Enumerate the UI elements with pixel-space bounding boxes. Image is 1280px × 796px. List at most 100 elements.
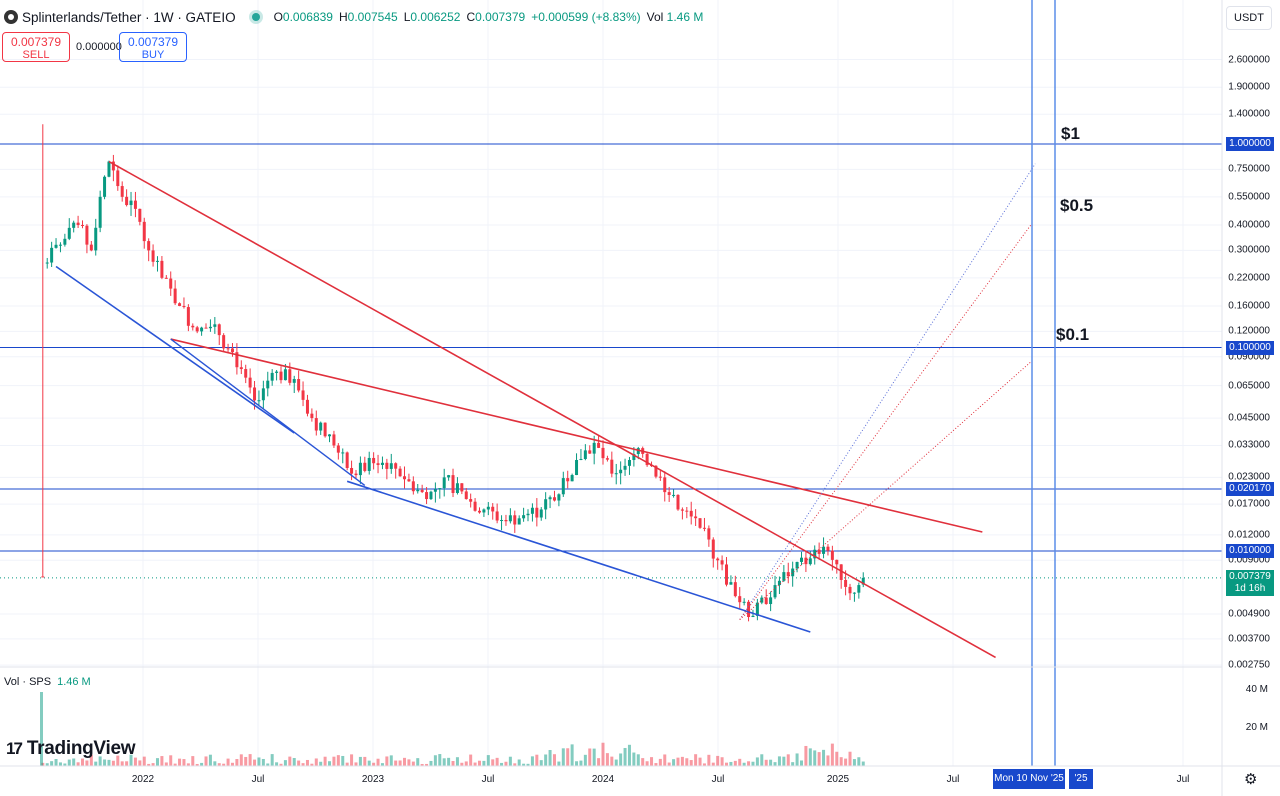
volume-bar xyxy=(186,763,190,766)
candle-body xyxy=(597,442,601,448)
level-price-label: 0.020170 xyxy=(1226,481,1274,496)
candle-body xyxy=(438,488,442,490)
volume-bar xyxy=(372,762,376,766)
volume-bar xyxy=(751,761,755,766)
candle-body xyxy=(120,186,124,197)
price-axis-label: 0.009000 xyxy=(1228,554,1270,566)
price-axis-label: 0.750000 xyxy=(1228,163,1270,175)
candle-body xyxy=(530,507,534,514)
bar-countdown: 1d 16h xyxy=(1234,583,1266,594)
candle-body xyxy=(230,348,234,353)
sell-label: SELL xyxy=(22,49,50,61)
volume-bar xyxy=(469,754,473,766)
volume-bar xyxy=(486,755,490,766)
volume-bar xyxy=(429,760,433,766)
price-axis-label: 1.400000 xyxy=(1228,108,1270,120)
sell-button[interactable]: 0.007379 SELL xyxy=(2,32,70,62)
candle-body xyxy=(751,615,755,618)
volume-bar xyxy=(526,763,530,766)
candle-body xyxy=(861,577,865,585)
volume-bar xyxy=(341,755,345,766)
tradingview-logo[interactable]: 17 TradingView xyxy=(6,738,136,760)
volume-bar xyxy=(623,747,627,766)
candle-body xyxy=(226,348,230,350)
volume-bar xyxy=(178,758,182,766)
candle-body xyxy=(385,462,389,469)
candle-body xyxy=(208,326,212,329)
candle-body xyxy=(601,447,605,459)
time-crosshair-label-2: '25 xyxy=(1069,769,1093,789)
candle-body xyxy=(451,475,455,494)
candle-body xyxy=(698,518,702,528)
volume-bar xyxy=(588,748,592,766)
candle-body xyxy=(826,546,830,551)
volume-bar xyxy=(54,759,58,766)
settings-gear-icon[interactable]: ⚙ xyxy=(1244,771,1258,788)
volume-bar xyxy=(561,748,565,766)
time-axis-label: Jul xyxy=(251,774,265,785)
volume-bar xyxy=(107,759,111,766)
volume-bar xyxy=(138,760,142,766)
candle-body xyxy=(738,596,742,603)
candle-body xyxy=(667,492,671,495)
volume-bar xyxy=(394,760,398,766)
volume-bar xyxy=(380,763,384,766)
volume-bar xyxy=(500,762,504,766)
volume-bar xyxy=(76,762,80,766)
spread-value: 0.000000 xyxy=(76,41,122,53)
volume-bar xyxy=(658,758,662,766)
candle-body xyxy=(610,459,614,474)
volume-bar xyxy=(217,763,221,766)
currency-selector[interactable]: USDT xyxy=(1226,6,1272,30)
volume-bar xyxy=(301,763,305,766)
volume-bar xyxy=(857,757,861,766)
volume-bar xyxy=(226,758,230,766)
candle-body xyxy=(455,483,459,494)
volume-bar xyxy=(155,758,159,766)
symbol-title[interactable]: Splinterlands/Tether · 1W · GATEIO xyxy=(22,9,236,25)
candle-body xyxy=(178,303,182,306)
candle-body xyxy=(477,510,481,513)
volume-bar xyxy=(244,756,248,766)
candle-body xyxy=(491,506,495,512)
grid xyxy=(0,0,1222,766)
trendline-red-secondary xyxy=(170,338,983,533)
annotation-1[interactable]: $1 xyxy=(1061,124,1080,143)
candle-body xyxy=(835,559,839,565)
volume-bar xyxy=(147,763,151,766)
candle-body xyxy=(614,473,618,475)
volume-bar xyxy=(548,750,552,766)
buy-price: 0.007379 xyxy=(127,35,179,49)
candle-body xyxy=(98,196,102,228)
candle-body xyxy=(204,327,208,329)
volume-bar xyxy=(120,761,124,766)
candle-body xyxy=(239,367,243,370)
volume-bar xyxy=(676,757,680,766)
candle-body xyxy=(702,527,706,529)
candle-body xyxy=(495,511,499,521)
buy-button[interactable]: 0.007379 BUY xyxy=(119,32,187,62)
time-axis-label: 2023 xyxy=(361,774,385,785)
candle-body xyxy=(764,597,768,605)
price-axis-label: 1.900000 xyxy=(1228,81,1270,93)
volume-bar xyxy=(654,763,658,766)
annotation-0-5[interactable]: $0.5 xyxy=(1060,196,1094,215)
volume-bar xyxy=(760,754,764,766)
volume-bar xyxy=(111,760,115,766)
candle-body xyxy=(658,476,662,478)
candle-body xyxy=(561,478,565,495)
price-axis-label: 0.023000 xyxy=(1228,471,1270,483)
candle-body xyxy=(67,227,71,239)
ohlc-low: L0.006252 xyxy=(403,10,461,24)
candle-body xyxy=(623,465,627,470)
volume-bar xyxy=(411,761,415,766)
volume-bar xyxy=(627,744,631,766)
candle-body xyxy=(50,247,54,263)
volume-bar xyxy=(305,759,309,766)
candle-body xyxy=(482,509,486,513)
volume-bar xyxy=(817,752,821,766)
volume-bar xyxy=(650,757,654,766)
volume-legend[interactable]: Vol · SPS 1.46 M xyxy=(4,676,91,688)
annotation-0-1[interactable]: $0.1 xyxy=(1056,325,1090,344)
